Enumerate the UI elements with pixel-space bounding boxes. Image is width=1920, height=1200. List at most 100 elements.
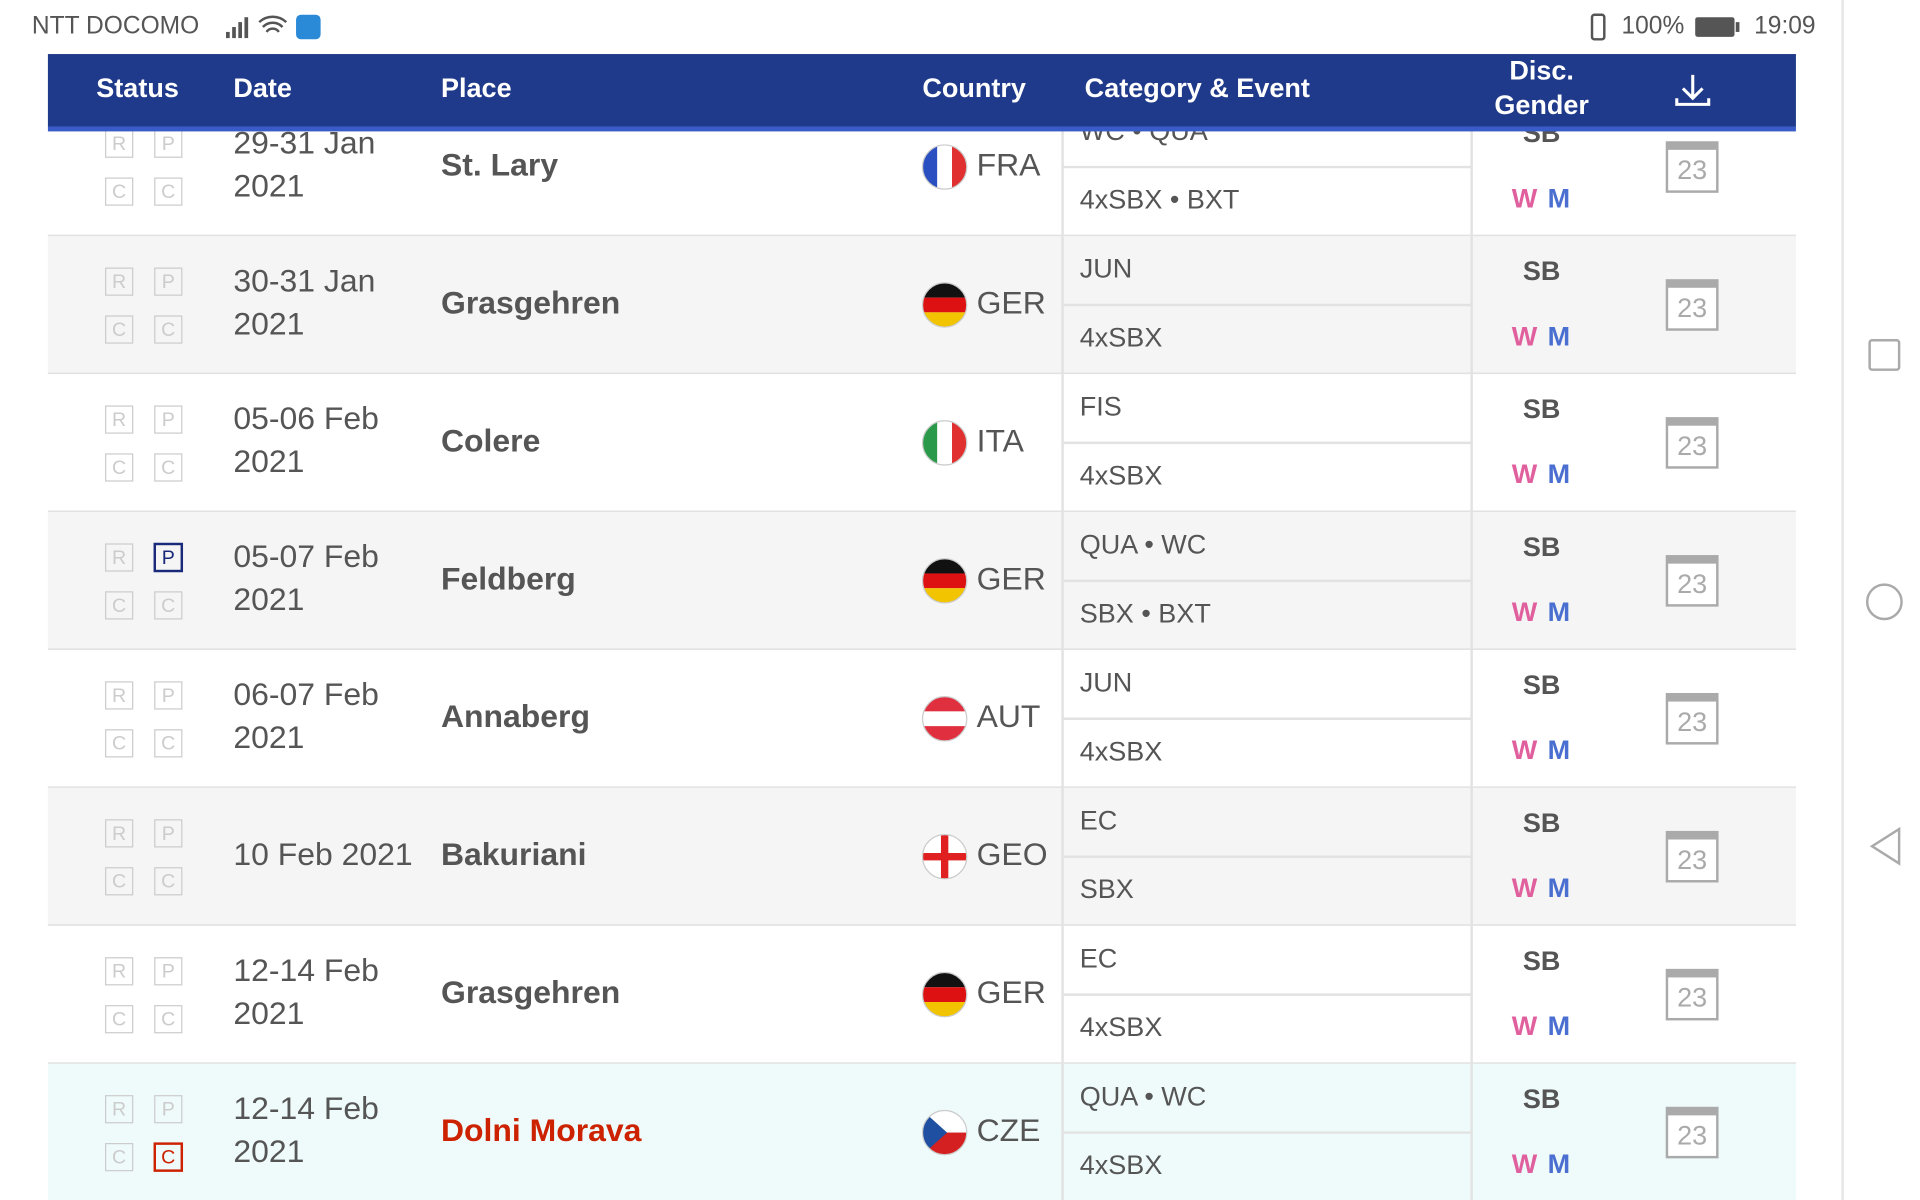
event-place[interactable]: Bakuriani xyxy=(441,836,586,872)
calendar-button[interactable]: 23 xyxy=(1665,279,1719,331)
gender: M xyxy=(1548,597,1571,627)
status-bar-bg xyxy=(0,0,1843,55)
calendar-button[interactable]: 23 xyxy=(1665,555,1719,607)
col-status[interactable]: Status xyxy=(96,73,179,103)
country-flag xyxy=(922,834,967,879)
category: QUA • WC xyxy=(1080,530,1207,560)
event-date: 10 Feb 2021 xyxy=(233,836,412,872)
calendar-day: 23 xyxy=(1677,1121,1707,1151)
flag-rim xyxy=(921,420,968,466)
event-date: 2021 xyxy=(233,581,304,617)
status-box xyxy=(154,1095,183,1124)
status-letter: R xyxy=(112,1099,126,1121)
calendar-button[interactable]: 23 xyxy=(1665,1106,1719,1159)
calendar-top xyxy=(1666,832,1718,840)
event-date: 2021 xyxy=(233,719,304,755)
status-box xyxy=(154,177,183,206)
event: 4xSBX xyxy=(1080,1012,1163,1042)
status-box xyxy=(154,405,183,434)
status-box xyxy=(154,867,183,896)
status-box xyxy=(105,867,134,896)
status-letter: R xyxy=(112,961,126,983)
status-box xyxy=(105,267,134,296)
event-place[interactable]: Grasgehren xyxy=(441,284,620,320)
gender: M xyxy=(1548,1011,1571,1041)
flag-part xyxy=(922,696,967,712)
status-letter: C xyxy=(161,733,175,755)
event-place[interactable]: Annaberg xyxy=(441,698,590,734)
status-box xyxy=(154,315,183,344)
nav-home[interactable] xyxy=(1865,583,1903,621)
status-box xyxy=(154,681,183,710)
col-category[interactable]: Category & Event xyxy=(1085,73,1310,103)
download-button[interactable] xyxy=(1675,74,1711,106)
col-place[interactable]: Place xyxy=(441,73,512,103)
flag-part xyxy=(922,711,967,727)
nav-recent[interactable] xyxy=(1868,338,1901,371)
event-place[interactable]: Feldberg xyxy=(441,560,576,596)
event-date: 2021 xyxy=(233,167,304,203)
status-box xyxy=(105,957,134,986)
event-date: 06-07 Feb xyxy=(233,676,379,712)
country-code: GER xyxy=(977,974,1046,1010)
flag-part xyxy=(922,588,967,603)
country-flag xyxy=(922,420,967,466)
calendar-top xyxy=(1666,142,1718,150)
event-date: 12-14 Feb xyxy=(233,952,379,988)
status-box xyxy=(105,1005,134,1034)
discipline: SB xyxy=(1523,394,1561,424)
status-letter: R xyxy=(112,547,126,569)
discipline: SB xyxy=(1523,946,1561,976)
event-place[interactable]: St. Lary xyxy=(441,146,558,182)
discipline: SB xyxy=(1523,1084,1561,1114)
battery-icons xyxy=(1590,13,1740,41)
flag-part xyxy=(952,420,967,466)
flag-part xyxy=(937,420,953,466)
gender: M xyxy=(1548,1149,1571,1179)
flag-part xyxy=(922,726,967,741)
col-country[interactable]: Country xyxy=(922,73,1026,103)
status-letter: P xyxy=(162,823,175,845)
status-box xyxy=(105,177,134,206)
calendar-top xyxy=(1666,280,1718,288)
calendar-button[interactable]: 23 xyxy=(1665,830,1719,883)
category: EC xyxy=(1080,805,1118,835)
gender: W xyxy=(1512,459,1538,489)
calendar-top xyxy=(1666,1108,1718,1116)
col-gender[interactable]: Gender xyxy=(1494,90,1589,120)
status-box xyxy=(153,1142,184,1172)
status-letter: R xyxy=(112,409,126,431)
calendar-button[interactable]: 23 xyxy=(1665,141,1719,193)
event-place[interactable]: Grasgehren xyxy=(441,974,620,1010)
col-date[interactable]: Date xyxy=(233,73,292,103)
event-date: 05-06 Feb xyxy=(233,400,379,436)
flag-rim xyxy=(921,282,968,328)
nav-back[interactable] xyxy=(1869,826,1901,866)
status-letter: P xyxy=(162,409,175,431)
country-code: GER xyxy=(977,284,1046,320)
flag-rim xyxy=(921,1109,968,1156)
gender: W xyxy=(1512,321,1538,351)
flag-rim xyxy=(921,696,968,742)
status-letter: P xyxy=(162,271,175,293)
event-place[interactable]: Colere xyxy=(441,422,540,458)
status-box xyxy=(105,819,134,848)
category: JUN xyxy=(1080,254,1133,284)
calendar-top xyxy=(1666,418,1718,426)
calendar-button[interactable]: 23 xyxy=(1665,417,1719,469)
calendar-button[interactable]: 23 xyxy=(1665,692,1719,745)
flag-part xyxy=(922,1002,967,1017)
event-place[interactable]: Dolni Morava xyxy=(441,1112,642,1148)
status-letter: C xyxy=(112,595,126,617)
event-date: 2021 xyxy=(233,1133,304,1169)
status-letter: C xyxy=(161,1009,175,1031)
flag-part xyxy=(922,312,967,328)
calendar-button[interactable]: 23 xyxy=(1665,968,1719,1021)
col-disc[interactable]: Disc. xyxy=(1509,56,1574,86)
event: SBX • BXT xyxy=(1080,598,1211,628)
status-box xyxy=(154,957,183,986)
status-letter: R xyxy=(112,133,126,155)
discipline: SB xyxy=(1523,532,1561,562)
status-letter: P xyxy=(162,547,175,569)
